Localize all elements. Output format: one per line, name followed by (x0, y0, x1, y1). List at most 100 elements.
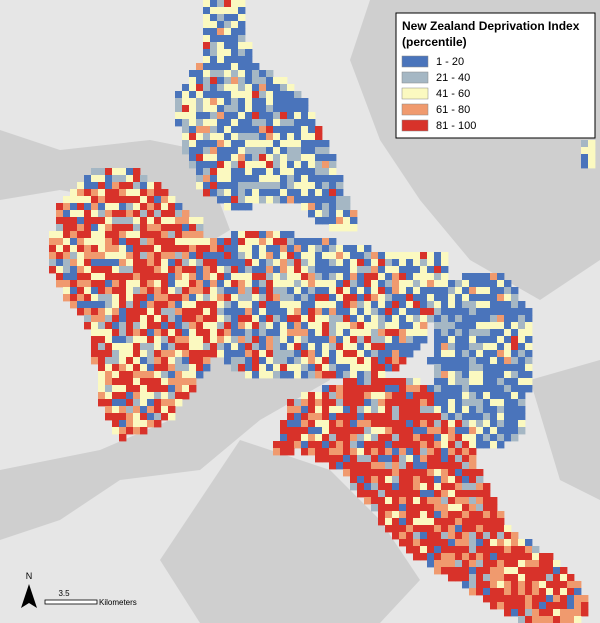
area-cell (490, 336, 498, 344)
area-cell (476, 420, 484, 428)
area-cell (189, 371, 197, 379)
area-cell (504, 392, 512, 400)
area-cell (350, 413, 358, 421)
area-cell (343, 336, 351, 344)
area-cell (161, 371, 169, 379)
area-cell (63, 294, 71, 302)
area-cell (105, 196, 113, 204)
area-cell (231, 273, 239, 281)
area-cell (161, 259, 169, 267)
area-cell (105, 252, 113, 260)
area-cell (469, 462, 477, 470)
area-cell (504, 336, 512, 344)
area-cell (112, 238, 120, 246)
area-cell (518, 539, 526, 547)
area-cell (476, 567, 484, 575)
area-cell (525, 588, 533, 596)
area-cell (91, 273, 99, 281)
area-cell (238, 308, 246, 316)
area-cell (210, 28, 218, 36)
area-cell (518, 343, 526, 351)
area-cell (308, 287, 316, 295)
area-cell (385, 476, 393, 484)
area-cell (203, 273, 211, 281)
area-cell (245, 301, 253, 309)
area-cell (497, 539, 505, 547)
area-cell (378, 322, 386, 330)
area-cell (315, 252, 323, 260)
area-cell (392, 385, 400, 393)
area-cell (434, 280, 442, 288)
area-cell (483, 497, 491, 505)
area-cell (119, 182, 127, 190)
area-cell (518, 406, 526, 414)
area-cell (357, 245, 365, 253)
area-cell (266, 259, 274, 267)
area-cell (392, 329, 400, 337)
area-cell (420, 308, 428, 316)
area-cell (406, 420, 414, 428)
area-cell (231, 238, 239, 246)
area-cell (154, 392, 162, 400)
area-cell (357, 469, 365, 477)
area-cell (259, 91, 267, 99)
area-cell (490, 378, 498, 386)
area-cell (196, 259, 204, 267)
area-cell (518, 553, 526, 561)
area-cell (497, 329, 505, 337)
area-cell (231, 147, 239, 155)
area-cell (154, 189, 162, 197)
area-cell (357, 434, 365, 442)
area-cell (273, 126, 281, 134)
area-cell (490, 595, 498, 603)
area-cell (189, 280, 197, 288)
area-cell (175, 224, 183, 232)
area-cell (147, 350, 155, 358)
area-cell (301, 196, 309, 204)
area-cell (273, 273, 281, 281)
area-cell (133, 343, 141, 351)
area-cell (378, 483, 386, 491)
area-cell (266, 238, 274, 246)
area-cell (217, 280, 225, 288)
area-cell (455, 406, 463, 414)
area-cell (469, 315, 477, 323)
area-cell (63, 231, 71, 239)
area-cell (427, 434, 435, 442)
area-cell (217, 147, 225, 155)
area-cell (427, 413, 435, 421)
area-cell (252, 280, 260, 288)
legend-label: 81 - 100 (436, 120, 476, 132)
area-cell (294, 301, 302, 309)
area-cell (357, 392, 365, 400)
area-cell (70, 266, 78, 274)
area-cell (385, 343, 393, 351)
area-cell (476, 399, 484, 407)
area-cell (357, 266, 365, 274)
area-cell (217, 42, 225, 50)
area-cell (105, 182, 113, 190)
area-cell (245, 154, 253, 162)
area-cell (406, 434, 414, 442)
area-cell (182, 357, 190, 365)
area-cell (357, 287, 365, 295)
area-cell (434, 560, 442, 568)
area-cell (350, 392, 358, 400)
area-cell (490, 294, 498, 302)
area-cell (399, 399, 407, 407)
area-cell (504, 602, 512, 610)
area-cell (434, 322, 442, 330)
area-cell (224, 35, 232, 43)
area-cell (504, 364, 512, 372)
area-cell (203, 280, 211, 288)
area-cell (329, 448, 337, 456)
area-cell (140, 427, 148, 435)
area-cell (364, 476, 372, 484)
area-cell (189, 329, 197, 337)
area-cell (231, 112, 239, 120)
area-cell (427, 441, 435, 449)
area-cell (238, 315, 246, 323)
area-cell (504, 525, 512, 533)
scale-bar: 3.5 Kilometers (44, 589, 137, 607)
area-cell (448, 343, 456, 351)
